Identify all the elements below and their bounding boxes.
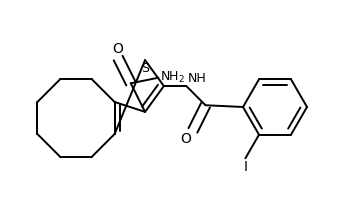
Text: I: I xyxy=(243,160,247,174)
Text: O: O xyxy=(113,42,124,56)
Text: O: O xyxy=(180,132,191,147)
Text: S: S xyxy=(141,62,149,75)
Text: NH$_2$: NH$_2$ xyxy=(160,70,185,85)
Text: NH: NH xyxy=(187,72,206,85)
